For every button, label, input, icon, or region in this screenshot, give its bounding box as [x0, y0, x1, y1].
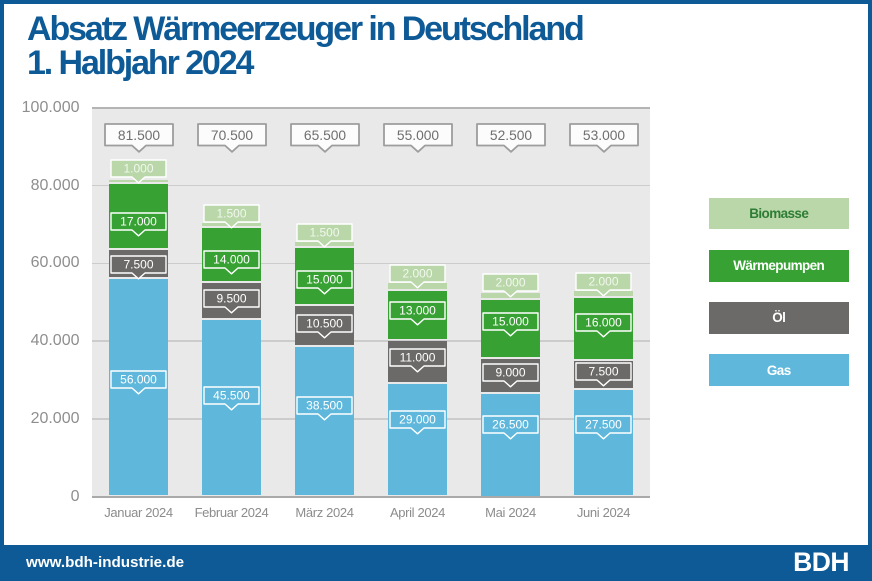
svg-text:11.000: 11.000 [400, 350, 436, 364]
svg-text:2.000: 2.000 [495, 275, 525, 289]
svg-text:65.500: 65.500 [303, 128, 346, 143]
svg-text:27.500: 27.500 [585, 418, 622, 432]
svg-text:55.000: 55.000 [396, 128, 439, 143]
svg-text:2.000: 2.000 [588, 275, 618, 289]
svg-text:52.500: 52.500 [489, 128, 532, 143]
svg-text:56.000: 56.000 [120, 372, 157, 386]
svg-text:10.500: 10.500 [306, 317, 343, 331]
svg-text:15.000: 15.000 [306, 273, 343, 287]
svg-text:9.000: 9.000 [495, 365, 525, 379]
svg-text:14.000: 14.000 [213, 253, 250, 267]
svg-text:81.500: 81.500 [117, 128, 160, 143]
svg-text:2.000: 2.000 [402, 266, 432, 280]
svg-text:1.500: 1.500 [309, 226, 339, 240]
svg-text:1.000: 1.000 [123, 161, 153, 175]
svg-text:53.000: 53.000 [582, 128, 625, 143]
svg-text:7.500: 7.500 [588, 364, 618, 378]
svg-text:15.000: 15.000 [492, 315, 529, 329]
svg-text:38.500: 38.500 [306, 399, 343, 413]
svg-text:70.500: 70.500 [210, 128, 253, 143]
svg-text:26.500: 26.500 [492, 417, 529, 431]
svg-text:29.000: 29.000 [399, 412, 436, 426]
svg-text:13.000: 13.000 [399, 304, 436, 318]
svg-text:7.500: 7.500 [123, 257, 153, 271]
svg-text:9.500: 9.500 [216, 292, 246, 306]
svg-text:1.500: 1.500 [216, 206, 246, 220]
svg-text:16.000: 16.000 [585, 315, 622, 329]
svg-text:17.000: 17.000 [120, 215, 157, 229]
svg-text:45.500: 45.500 [213, 389, 250, 403]
